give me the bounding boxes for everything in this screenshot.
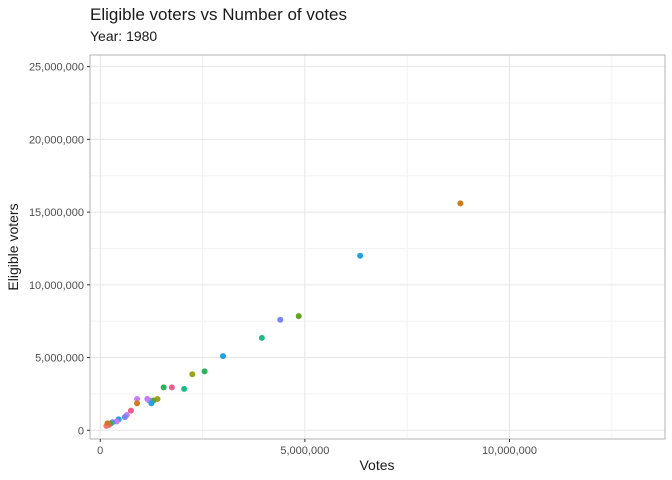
grid-layer: [90, 55, 665, 439]
data-point: [295, 313, 302, 320]
y-tick-label: 0: [78, 425, 84, 437]
x-tick-label: 0: [97, 445, 103, 457]
data-point: [220, 353, 227, 360]
data-point: [357, 252, 364, 259]
data-point: [134, 400, 141, 407]
x-tick-label: 10,000,000: [482, 445, 537, 457]
data-point: [134, 396, 141, 402]
panel-border: [89, 54, 666, 440]
chart-title: Eligible voters vs Number of votes: [90, 5, 347, 24]
data-point: [277, 316, 284, 323]
data-point: [121, 414, 128, 421]
y-tick-label: 25,000,000: [29, 62, 84, 74]
y-axis-ticks: 0 5,000,000 10,000,000 15,000,000 20,000,000…: [29, 62, 90, 437]
data-point: [104, 420, 111, 427]
x-tick-label: 5,000,000: [280, 445, 329, 457]
data-point: [168, 384, 175, 391]
data-point: [144, 396, 151, 402]
x-axis-title: Votes: [359, 457, 394, 473]
data-point: [189, 371, 196, 378]
y-tick-label: 10,000,000: [29, 280, 84, 292]
chart-subtitle: Year: 1980: [90, 28, 158, 44]
x-axis-ticks: 0 5,000,000 10,000,000: [97, 439, 537, 457]
data-point: [457, 200, 464, 207]
data-point: [181, 385, 188, 392]
y-tick-label: 20,000,000: [29, 134, 84, 146]
data-point: [148, 400, 155, 407]
data-point: [127, 407, 134, 414]
y-tick-label: 15,000,000: [29, 207, 84, 219]
y-axis-title: Eligible voters: [5, 203, 21, 290]
points-layer: [103, 200, 464, 429]
data-point: [201, 368, 208, 375]
data-point: [258, 334, 265, 341]
y-tick-label: 5,000,000: [35, 353, 84, 365]
data-point: [160, 384, 167, 391]
